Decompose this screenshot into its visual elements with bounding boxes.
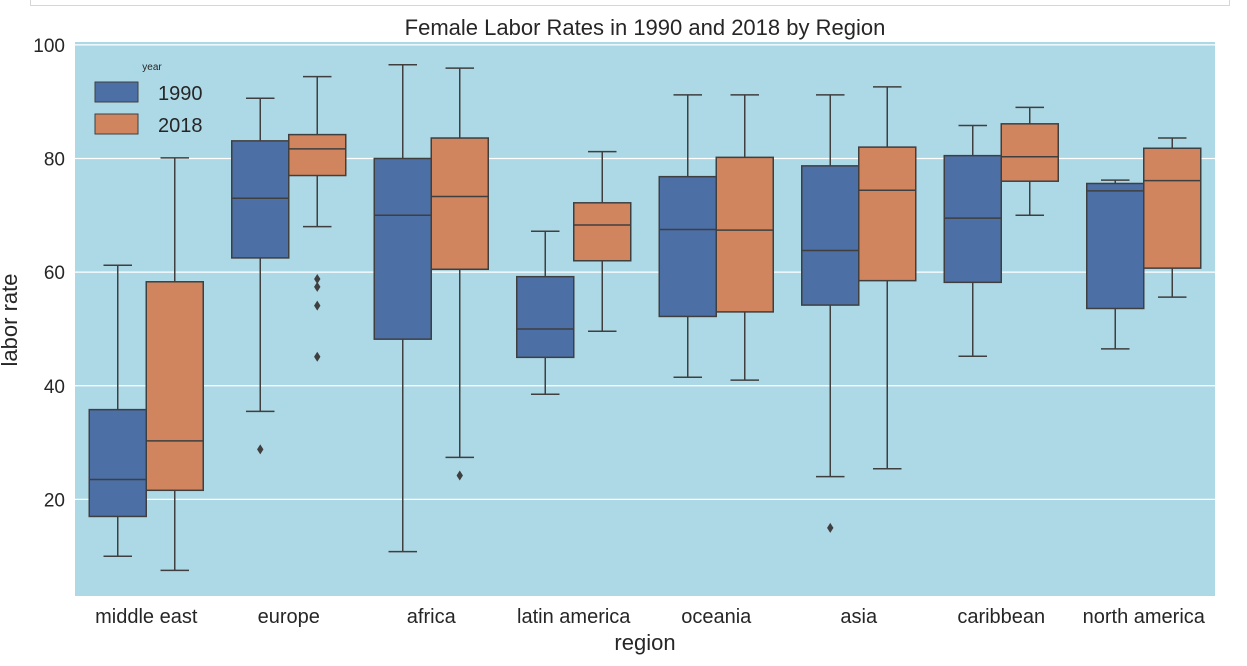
x-tick-label-europe: europe <box>258 606 320 628</box>
legend-label-1990: 1990 <box>158 83 203 105</box>
outlier-0 <box>456 470 463 481</box>
y-tick-label-100: 100 <box>33 36 65 57</box>
box-iqr <box>430 137 489 271</box>
outlier-0 <box>314 273 321 284</box>
box-1990-middle-east <box>88 264 147 557</box>
grid-lines <box>75 44 1215 501</box>
y-tick-label-60: 60 <box>44 263 65 284</box>
box-iqr <box>943 154 1002 284</box>
box-iqr <box>1143 147 1202 269</box>
x-tick-label-caribbean: caribbean <box>957 606 1045 628</box>
y-axis-ticks: 20 40 60 80 100 <box>33 36 65 512</box>
x-tick-label-oceania: oceania <box>681 606 752 628</box>
legend-swatch-1990 <box>94 81 139 103</box>
box-iqr <box>516 275 575 359</box>
box-1990-latin-america <box>516 230 575 396</box>
outlier-3 <box>314 351 321 362</box>
x-axis-ticks: middle east europe africa latin america ocea… <box>95 606 1206 628</box>
box-2018-oceania <box>715 94 774 381</box>
x-tick-label-africa: africa <box>407 606 457 628</box>
box-1990-europe <box>231 97 290 455</box>
box-1990-africa <box>373 63 432 553</box>
box-1990-north-america <box>1086 179 1145 350</box>
legend-label-2018: 2018 <box>158 115 203 137</box>
legend-title: year <box>142 62 162 73</box>
window-top-edge <box>30 0 1230 6</box>
box-iqr <box>373 157 432 340</box>
box-iqr <box>801 165 860 306</box>
box-iqr <box>1086 182 1145 310</box>
outlier-0 <box>827 522 834 533</box>
legend: year 1990 2018 <box>94 62 203 137</box>
x-tick-label-north-america: north america <box>1083 606 1206 628</box>
box-2018-asia <box>858 86 917 470</box>
y-tick-label-80: 80 <box>44 149 65 170</box>
outlier-1 <box>314 281 321 292</box>
box-iqr <box>88 408 147 518</box>
box-iqr <box>1000 123 1059 182</box>
outlier-0 <box>257 444 264 455</box>
y-axis-label: labor rate <box>0 274 22 367</box>
x-tick-label-middle-east: middle east <box>95 606 198 628</box>
box-2018-latin-america <box>573 150 632 332</box>
box-2018-africa <box>430 67 489 481</box>
box-iqr <box>231 140 290 259</box>
box-iqr <box>145 281 204 492</box>
y-tick-label-20: 20 <box>44 490 65 511</box>
box-1990-oceania <box>658 94 717 378</box>
chart-title: Female Labor Rates in 1990 and 2018 by R… <box>405 15 886 40</box>
box-1990-caribbean <box>943 124 1002 357</box>
x-tick-label-asia: asia <box>840 606 878 628</box>
box-iqr <box>858 146 917 282</box>
box-2018-middle-east <box>145 157 204 572</box>
box-iqr <box>715 156 774 313</box>
x-axis-label: region <box>614 630 675 655</box>
box-iqr <box>658 175 717 318</box>
x-tick-label-latin-america: latin america <box>517 606 631 628</box>
legend-swatch-2018 <box>94 113 139 135</box>
outlier-2 <box>314 300 321 311</box>
box-iqr <box>288 133 347 177</box>
box-2018-north-america <box>1143 137 1202 298</box>
y-tick-label-40: 40 <box>44 377 65 398</box>
box-iqr <box>573 202 632 262</box>
boxes <box>88 63 1202 572</box>
box-2018-europe <box>288 75 347 362</box>
box-2018-caribbean <box>1000 106 1059 217</box>
